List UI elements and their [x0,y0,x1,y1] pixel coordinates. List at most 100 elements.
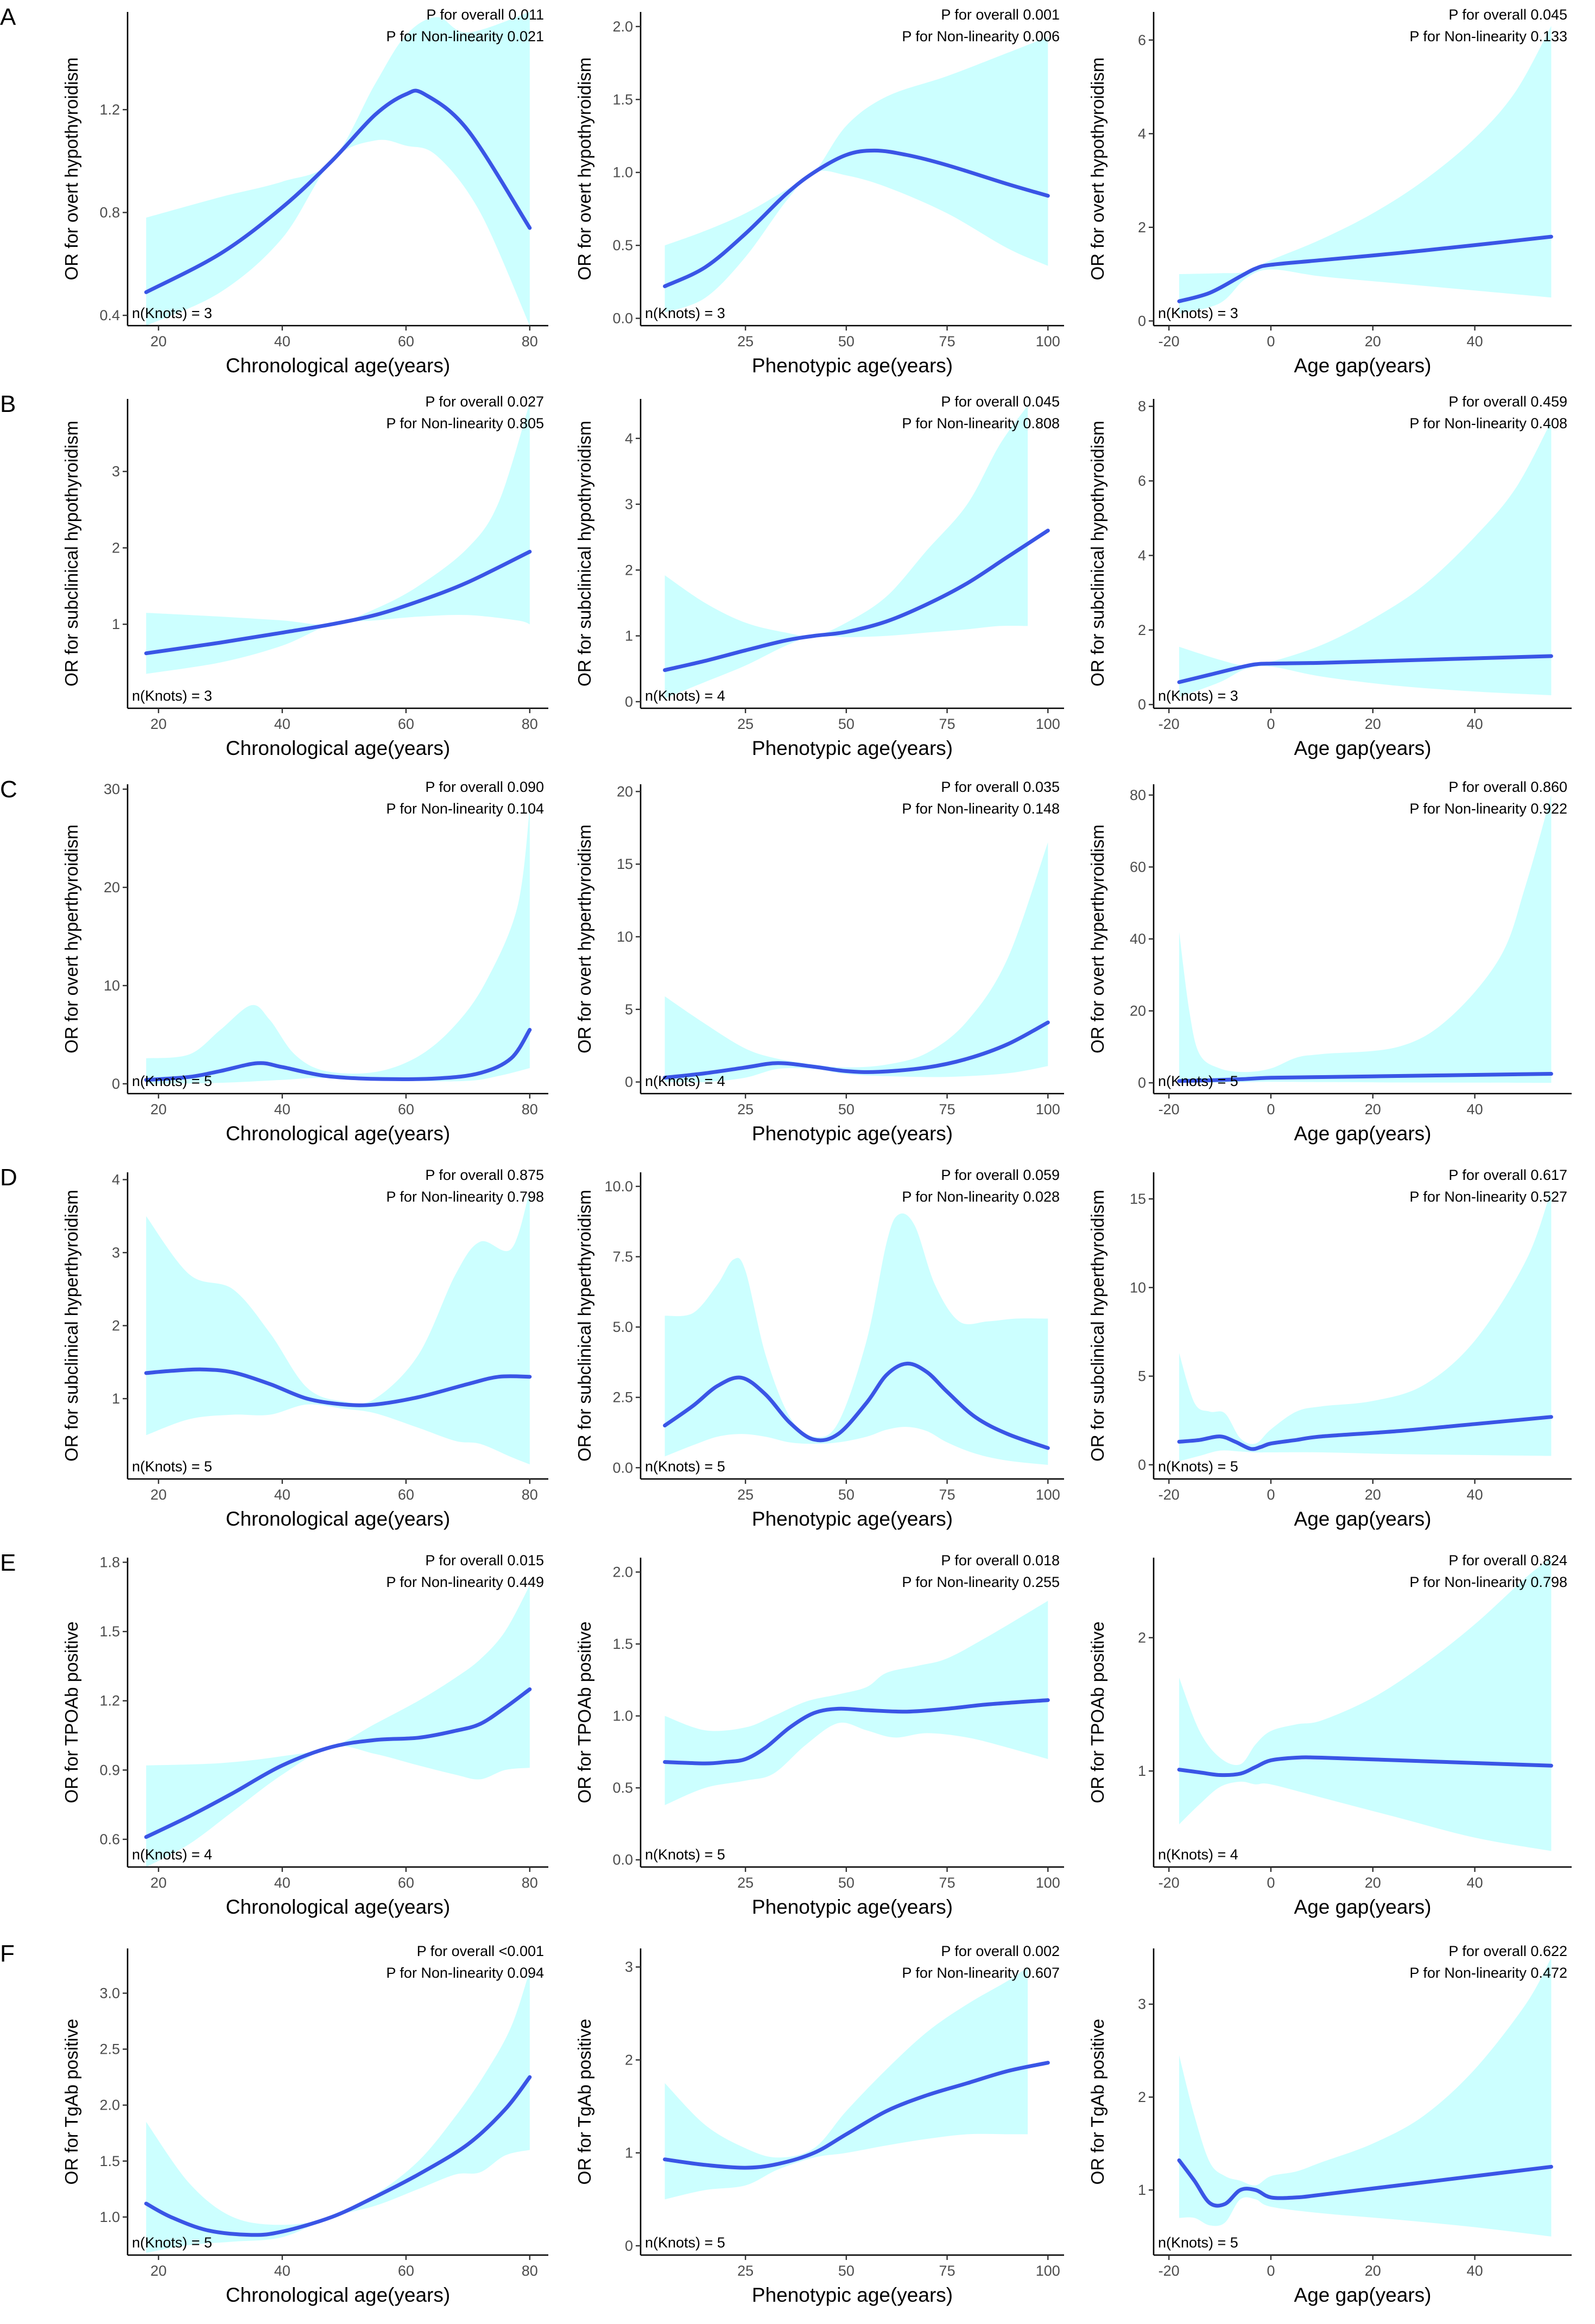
plot-area [144,403,532,674]
x-tick-label: -20 [1159,1487,1180,1503]
knots-label: n(Knots) = 4 [645,1073,725,1089]
or-curve [144,1367,532,1407]
plot-area [144,1190,532,1465]
p-overall-label: P for overall 0.018 [941,1552,1060,1569]
x-tick-label: 20 [1365,2263,1381,2279]
y-tick-label: 3.0 [99,1985,120,2001]
p-overall-label: P for overall 0.011 [426,7,544,23]
x-tick-label: 50 [838,2263,855,2279]
y-tick-label: 2.0 [612,1564,633,1580]
y-tick-label: 2.5 [99,2041,120,2058]
x-tick-label: 100 [1036,333,1060,350]
p-overall-label: P for overall 0.015 [425,1552,544,1569]
panel-e2: 25 50 75 100 0.0 0.5 1.0 1.5 2.0 Phenotypic age(y… [574,1552,1064,1918]
y-tick-label: 1 [1138,2182,1146,2198]
or-curve [144,1687,532,1839]
x-axis-label: Phenotypic age(years) [752,1896,953,1918]
x-tick-label: 60 [398,333,414,350]
y-tick-label: 0.0 [612,1852,633,1868]
y-axis-label: OR for overt hypothyroidism [61,58,81,281]
x-tick-label: 75 [939,1101,955,1117]
x-tick-label: 25 [737,333,754,350]
y-tick-label: 1.0 [612,164,633,181]
y-tick-label: 3 [112,1244,120,1261]
knots-label: n(Knots) = 5 [645,1846,725,1863]
y-tick-label: 1 [625,628,633,644]
x-tick-label: -20 [1159,1101,1180,1117]
ci-band [664,1967,1028,2200]
x-axis-label: Phenotypic age(years) [752,1122,953,1145]
y-axis-label: OR for TgAb positive [61,2019,81,2185]
y-tick-label: 5 [625,1001,633,1018]
y-tick-label: 10 [104,977,120,994]
panel-b3: -20 0 20 40 0 2 4 6 8 Age gap(years) OR for subcli… [1087,393,1572,759]
p-nonlinearity-label: P for Non-linearity 0.021 [386,28,544,45]
knots-label: n(Knots) = 4 [132,1846,212,1863]
y-tick-label: 10 [1130,1279,1146,1296]
y-axis-label: OR for TPOAb positive [1087,1621,1107,1803]
knots-label: n(Knots) = 4 [645,688,725,704]
panel-e1: 20 40 60 80 0.6 0.9 1.2 1.5 1.8 Chronological age… [61,1552,548,1918]
p-nonlinearity-label: P for Non-linearity 0.255 [902,1574,1060,1590]
x-tick-label: 40 [1467,2263,1483,2279]
x-axis-label: Chronological age(years) [226,737,450,759]
y-tick-label: 4 [1138,547,1146,563]
p-overall-label: P for overall 0.617 [1448,1167,1567,1183]
y-tick-label: 2.5 [612,1389,633,1406]
x-tick-label: 25 [737,716,754,732]
y-tick-label: 0.6 [99,1831,120,1847]
panel-d2: 25 50 75 100 0.0 2.5 5.0 7.5 10.0 Phenotypic age(… [574,1167,1064,1530]
x-tick-label: 20 [150,1487,167,1503]
y-tick-label: 0 [1138,1457,1146,1473]
knots-label: n(Knots) = 3 [1158,305,1238,321]
p-nonlinearity-label: P for Non-linearity 0.133 [1409,28,1567,45]
ci-band [664,36,1048,313]
plot-area [663,1601,1050,1805]
y-tick-label: 1.5 [612,91,633,107]
y-tick-label: 20 [104,879,120,896]
panel-a3: -20 0 20 40 0 2 4 6 Age gap(years) OR for overt h… [1087,7,1572,377]
x-tick-label: 20 [1365,1487,1381,1503]
p-nonlinearity-label: P for Non-linearity 0.808 [902,415,1060,431]
row-label-b: B [0,391,16,417]
x-tick-label: 40 [1467,333,1483,350]
y-tick-label: 2 [1138,622,1146,638]
y-tick-label: 0 [112,1076,120,1092]
y-tick-label: 1.8 [99,1554,120,1571]
panel-c2: 25 50 75 100 0 5 10 15 20 Phenotypic age(years) OR… [574,779,1064,1145]
x-tick-label: 40 [274,333,290,350]
plot-area [663,842,1050,1083]
panel-f1: 20 40 60 80 1.0 1.5 2.0 2.5 3.0 Chronological age… [61,1943,548,2306]
y-tick-label: 15 [617,856,633,872]
x-tick-label: 25 [737,1875,754,1891]
p-overall-label: P for overall 0.860 [1448,779,1567,795]
y-axis-label: OR for TPOAb positive [61,1621,81,1803]
y-tick-label: 10.0 [604,1178,633,1195]
x-tick-label: 40 [1467,1487,1483,1503]
y-tick-label: 0.0 [612,310,633,327]
p-overall-label: P for overall 0.001 [941,7,1060,23]
row-label-c: C [0,776,17,803]
p-nonlinearity-label: P for Non-linearity 0.104 [386,801,544,817]
x-tick-label: 20 [150,1101,167,1117]
y-tick-label: 6 [1138,473,1146,489]
x-tick-label: 20 [150,2263,167,2279]
x-tick-label: 50 [838,1875,855,1891]
x-tick-label: 40 [1467,1875,1483,1891]
x-tick-label: 40 [274,716,290,732]
x-axis-label: Phenotypic age(years) [752,354,953,377]
panel-c3: -20 0 20 40 0 20 40 60 80 Age gap(years) OR for ov… [1087,779,1572,1145]
y-tick-label: 2 [1138,219,1146,236]
x-axis-label: Phenotypic age(years) [752,1508,953,1530]
or-curve [663,1361,1050,1450]
y-tick-label: 0.9 [99,1762,120,1778]
x-tick-label: 75 [939,716,955,732]
y-tick-label: 2 [625,562,633,578]
knots-label: n(Knots) = 5 [132,1073,212,1089]
plot-area [1177,1190,1553,1462]
x-tick-label: 0 [1267,1101,1275,1117]
p-nonlinearity-label: P for Non-linearity 0.805 [386,415,544,431]
y-tick-label: 1 [112,1390,120,1407]
y-axis-label: OR for subclinical hyperthyroidism [1087,1190,1107,1462]
